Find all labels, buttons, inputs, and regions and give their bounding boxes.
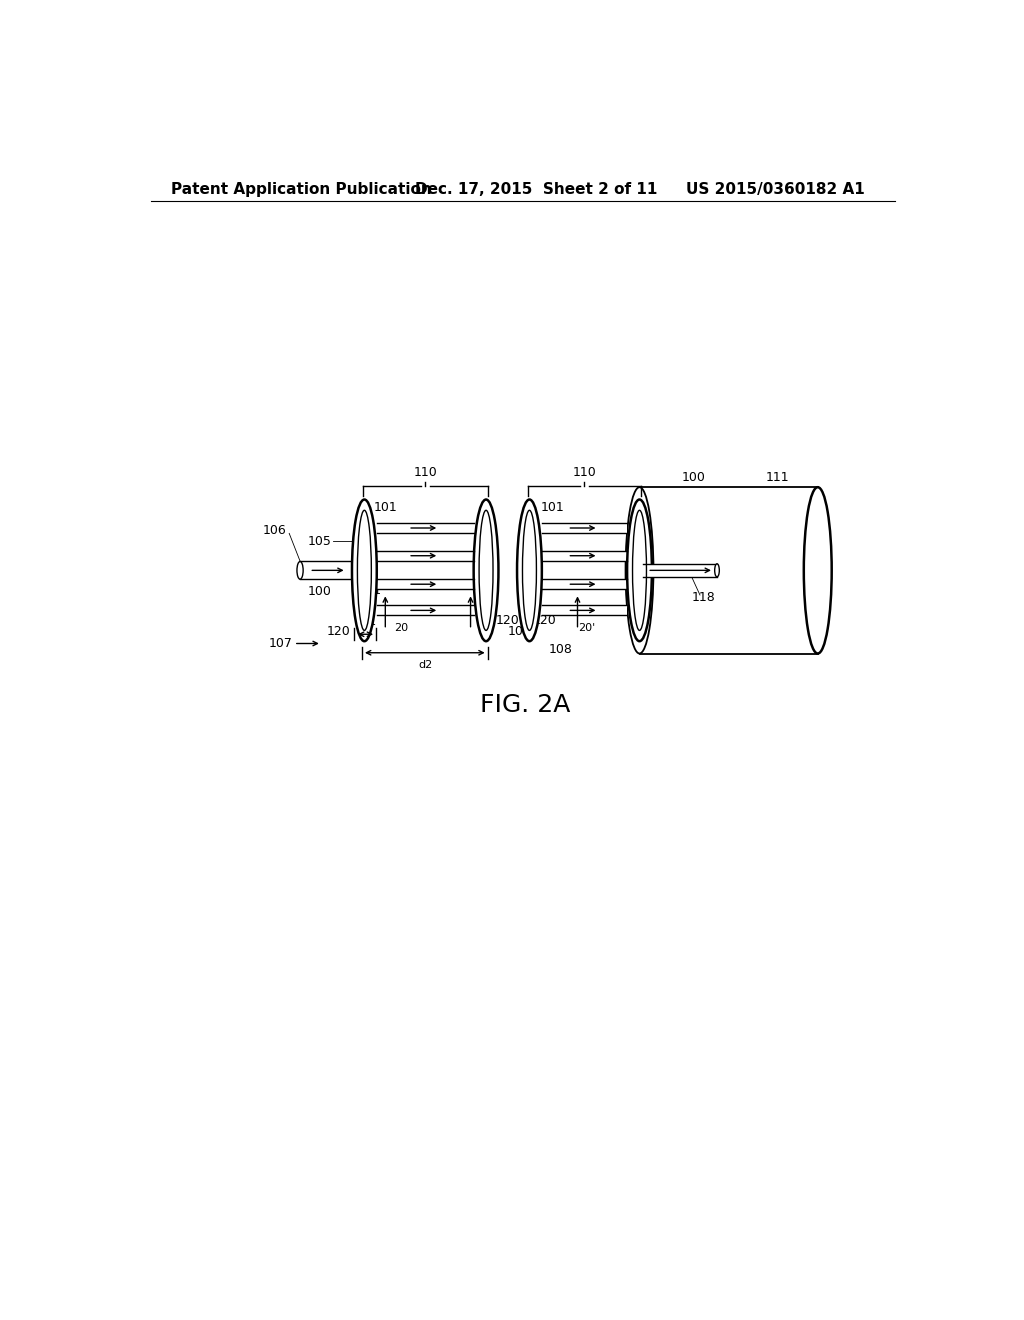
Polygon shape — [377, 523, 474, 533]
Text: 100: 100 — [682, 471, 706, 484]
Text: 120: 120 — [327, 626, 350, 639]
Text: 2: 2 — [472, 586, 479, 597]
Text: 108: 108 — [549, 643, 572, 656]
Ellipse shape — [627, 499, 652, 642]
Text: 120: 120 — [496, 614, 519, 627]
Text: Patent Application Publication: Patent Application Publication — [171, 182, 431, 197]
Text: 110: 110 — [572, 466, 596, 479]
Text: 111: 111 — [766, 471, 790, 484]
Text: 1: 1 — [374, 586, 381, 597]
Text: 101: 101 — [541, 500, 564, 513]
Text: 106: 106 — [263, 524, 287, 537]
Polygon shape — [643, 564, 717, 577]
Ellipse shape — [715, 564, 719, 577]
Polygon shape — [542, 579, 627, 589]
Ellipse shape — [626, 487, 653, 653]
Text: 105: 105 — [307, 535, 331, 548]
Polygon shape — [542, 523, 627, 533]
Text: 104: 104 — [508, 626, 531, 639]
Ellipse shape — [297, 561, 303, 579]
Polygon shape — [377, 579, 474, 589]
Ellipse shape — [479, 511, 493, 631]
Polygon shape — [300, 561, 352, 579]
Text: 107: 107 — [268, 638, 292, 649]
Text: 101: 101 — [374, 500, 397, 513]
Text: d1: d1 — [361, 616, 376, 627]
Text: 20: 20 — [394, 623, 408, 634]
Polygon shape — [542, 550, 627, 561]
Ellipse shape — [522, 511, 537, 631]
Text: d2: d2 — [418, 660, 432, 671]
Text: 120: 120 — [534, 614, 557, 627]
Ellipse shape — [804, 487, 831, 653]
Ellipse shape — [517, 499, 542, 642]
Ellipse shape — [474, 499, 499, 642]
Text: 100: 100 — [307, 585, 331, 598]
Text: Dec. 17, 2015  Sheet 2 of 11: Dec. 17, 2015 Sheet 2 of 11 — [415, 182, 657, 197]
Text: 20': 20' — [579, 623, 595, 634]
Text: 118: 118 — [691, 591, 715, 603]
Ellipse shape — [633, 511, 646, 631]
Text: US 2015/0360182 A1: US 2015/0360182 A1 — [686, 182, 864, 197]
Polygon shape — [542, 606, 627, 615]
Ellipse shape — [357, 511, 372, 631]
Polygon shape — [377, 606, 474, 615]
Polygon shape — [377, 550, 474, 561]
Text: FIG. 2A: FIG. 2A — [479, 693, 570, 717]
Ellipse shape — [352, 499, 377, 642]
Text: 110: 110 — [414, 466, 437, 479]
